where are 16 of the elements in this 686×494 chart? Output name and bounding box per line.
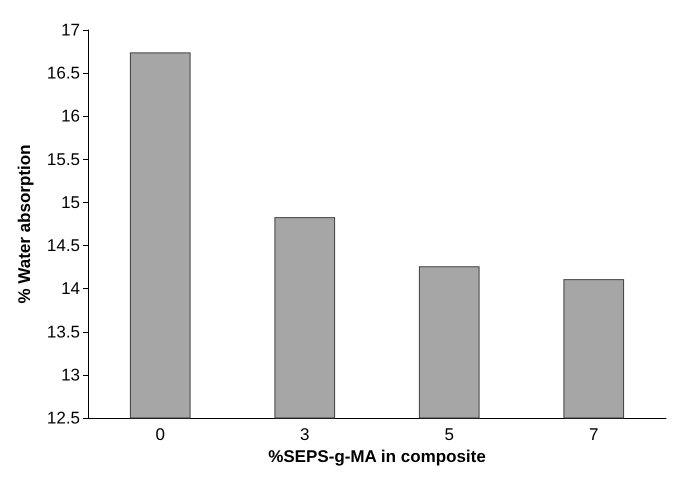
y-tick-label: 16.5 <box>46 64 80 83</box>
y-tick-label: 12.5 <box>46 408 80 428</box>
y-tick-label: 15 <box>61 192 80 212</box>
x-tick-label: 5 <box>444 425 454 444</box>
y-tick-label: 14 <box>61 279 80 298</box>
y-tick-label: 15.5 <box>46 150 80 169</box>
x-tick-label: 7 <box>589 425 598 444</box>
y-tick-label: 17 <box>61 20 80 40</box>
x-tick-label: 3 <box>300 425 310 444</box>
y-tick-label: 16 <box>61 106 80 126</box>
x-axis-title: %SEPS-g-MA in composite <box>268 447 486 466</box>
x-tick-label: 0 <box>156 425 165 444</box>
y-tick-label: 14.5 <box>46 236 80 256</box>
y-axis-title: % Water absorption <box>15 144 34 304</box>
y-tick-label: 13 <box>61 365 80 384</box>
y-tick-label: 13.5 <box>46 322 80 342</box>
